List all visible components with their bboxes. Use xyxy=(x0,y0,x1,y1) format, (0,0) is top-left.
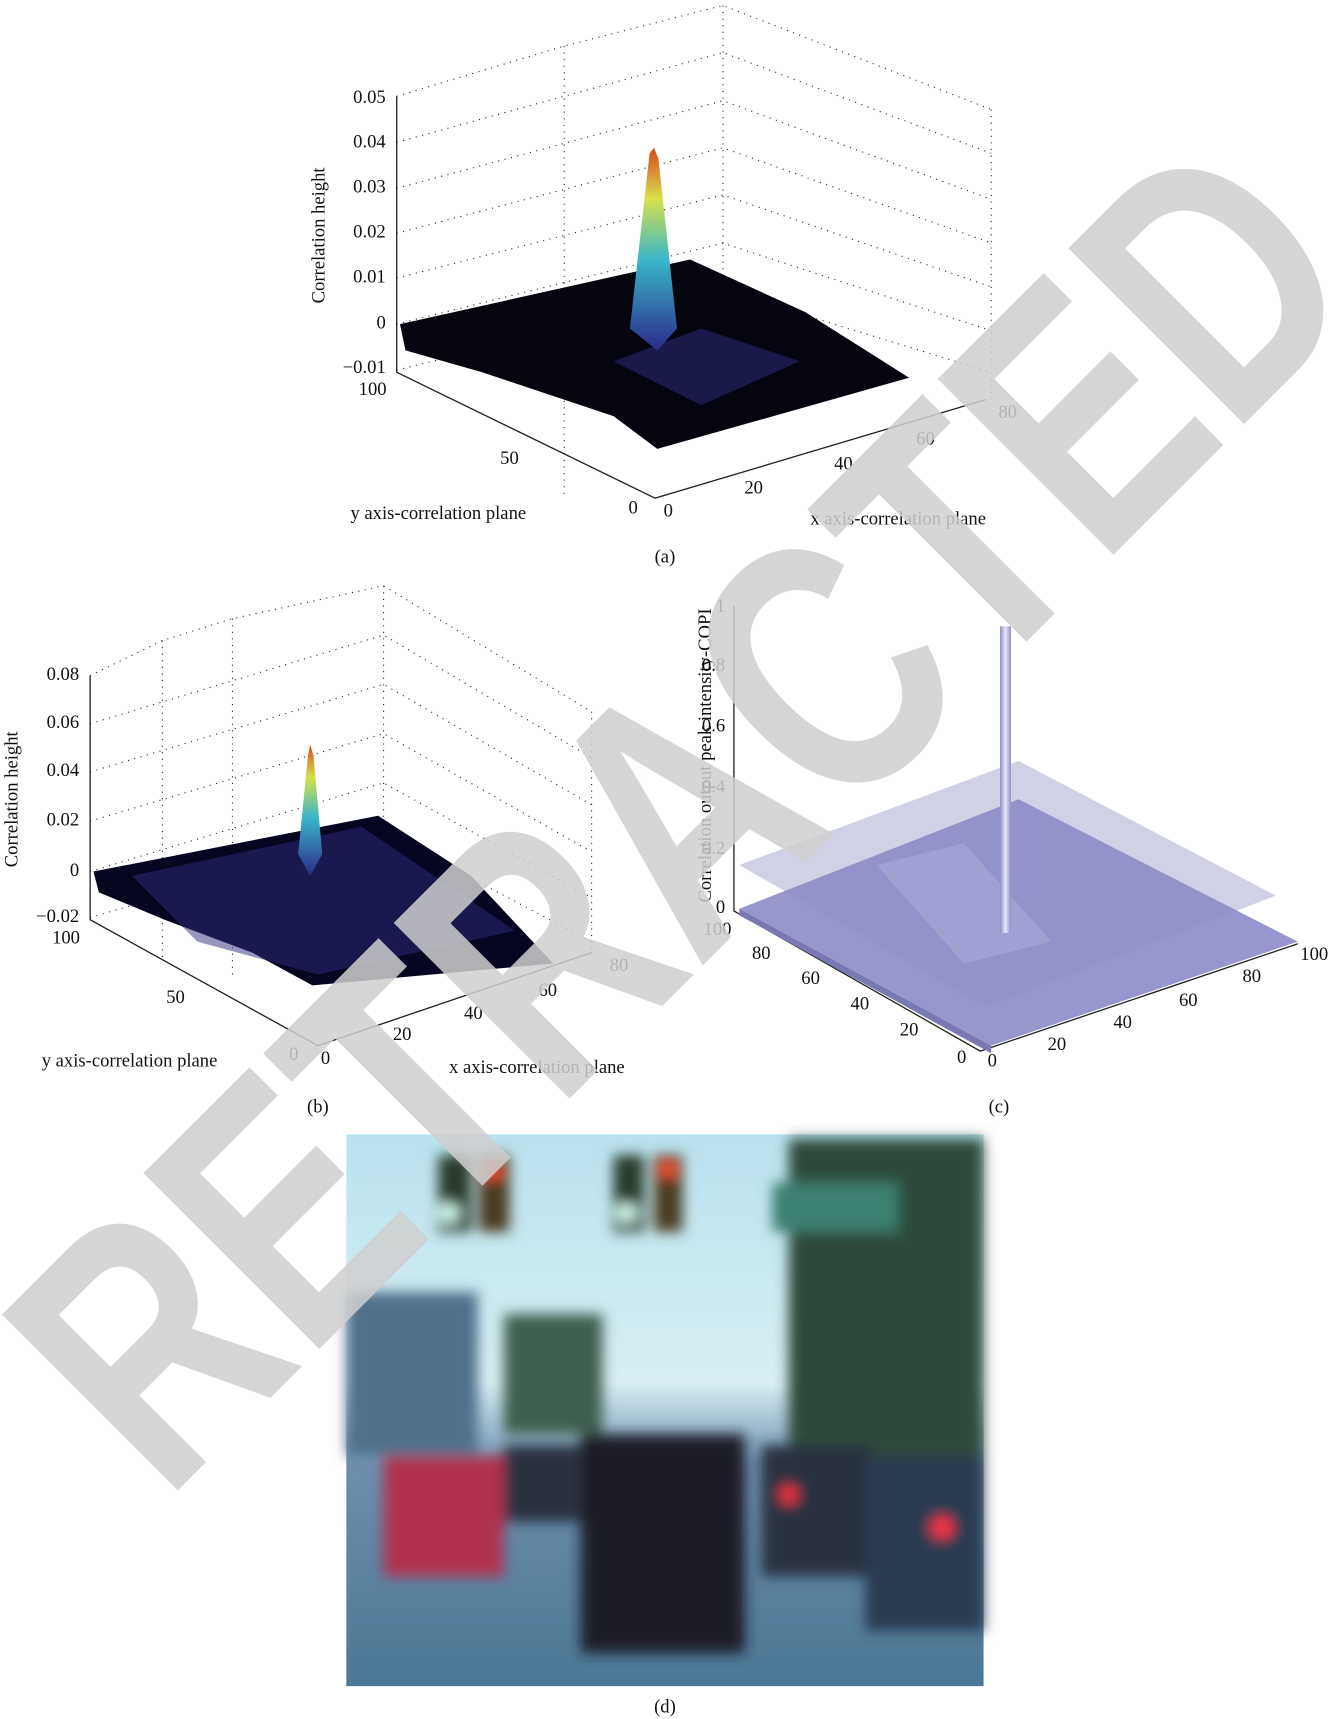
z-tick-label: 0.4 xyxy=(702,777,726,798)
z-tick-label: −0.01 xyxy=(343,357,386,378)
z-axis-title: Correlation height xyxy=(308,167,329,304)
x-tick-label: 60 xyxy=(916,428,935,449)
y-tick-label: 0 xyxy=(957,1047,966,1068)
panel-caption: (a) xyxy=(655,547,676,568)
x-tick-label: 100 xyxy=(1300,944,1328,965)
z-tick-label: 0 xyxy=(70,860,79,881)
y-tick-label: 50 xyxy=(166,987,185,1008)
z-tick-label: 0.8 xyxy=(702,655,725,676)
x-tick-label: 60 xyxy=(538,980,557,1001)
x-axis-title: x axis-correlation plane xyxy=(449,1057,625,1078)
panel-c-plot xyxy=(733,605,1299,1054)
y-tick-label: 0 xyxy=(629,497,638,518)
z-tick-label: 0 xyxy=(716,897,725,918)
panel-caption: (b) xyxy=(307,1096,329,1117)
z-tick-label: 0.03 xyxy=(353,177,386,198)
z-axis-title: Correlation output peak intensity-COPI xyxy=(695,608,716,902)
x-tick-label: 80 xyxy=(1243,966,1262,987)
z-tick-label: 0.06 xyxy=(47,712,80,733)
z-tick-label: 0.6 xyxy=(702,715,725,736)
x-tick-label: 20 xyxy=(393,1024,412,1045)
z-tick-label: 0.08 xyxy=(47,664,80,685)
z-tick-label: 0 xyxy=(376,312,385,333)
x-tick-label: 20 xyxy=(744,478,763,499)
x-tick-label: 60 xyxy=(1179,990,1198,1011)
y-tick-label: 20 xyxy=(900,1020,919,1041)
z-tick-label: 0.2 xyxy=(702,838,725,859)
y-tick-label: 60 xyxy=(801,968,820,989)
panel-caption: (c) xyxy=(989,1096,1010,1117)
panel-a-plot xyxy=(396,4,992,499)
z-tick-label: 0.04 xyxy=(353,132,386,153)
x-tick-label: 20 xyxy=(1048,1034,1067,1055)
y-tick-label: 100 xyxy=(52,928,80,949)
z-tick-label: 0.04 xyxy=(47,760,80,781)
z-tick-label: 1 xyxy=(716,596,725,617)
x-tick-label: 40 xyxy=(1113,1012,1132,1033)
x-axis-title: x axis-correlation plane xyxy=(810,508,986,529)
x-tick-label: 0 xyxy=(664,501,673,522)
panel-d-photo xyxy=(346,1134,984,1687)
y-tick-label: 50 xyxy=(500,448,519,469)
x-tick-label: 40 xyxy=(464,1003,483,1024)
y-tick-label: 100 xyxy=(704,919,732,940)
z-tick-label: 0.01 xyxy=(353,266,386,287)
x-tick-label: 0 xyxy=(321,1048,330,1069)
panel-b-plot xyxy=(89,585,593,1047)
y-tick-label: 80 xyxy=(752,943,771,964)
z-tick-label: −0.02 xyxy=(36,906,79,927)
y-axis-title: y axis-correlation plane xyxy=(350,503,526,524)
x-tick-label: 80 xyxy=(610,955,629,976)
x-tick-label: 40 xyxy=(834,454,853,475)
z-tick-label: 0.02 xyxy=(353,221,386,242)
y-tick-label: 40 xyxy=(851,993,870,1014)
x-tick-label: 0 xyxy=(988,1050,997,1071)
panel-caption: (d) xyxy=(654,1696,676,1717)
x-tick-label: 80 xyxy=(998,402,1017,423)
z-tick-label: 0.02 xyxy=(47,809,80,830)
z-axis-title: Correlation height xyxy=(2,730,23,867)
y-axis-title: y axis-correlation plane xyxy=(42,1050,218,1071)
y-tick-label: 100 xyxy=(359,379,387,400)
y-tick-label: 0 xyxy=(289,1044,298,1065)
z-tick-label: 0.05 xyxy=(353,87,386,108)
